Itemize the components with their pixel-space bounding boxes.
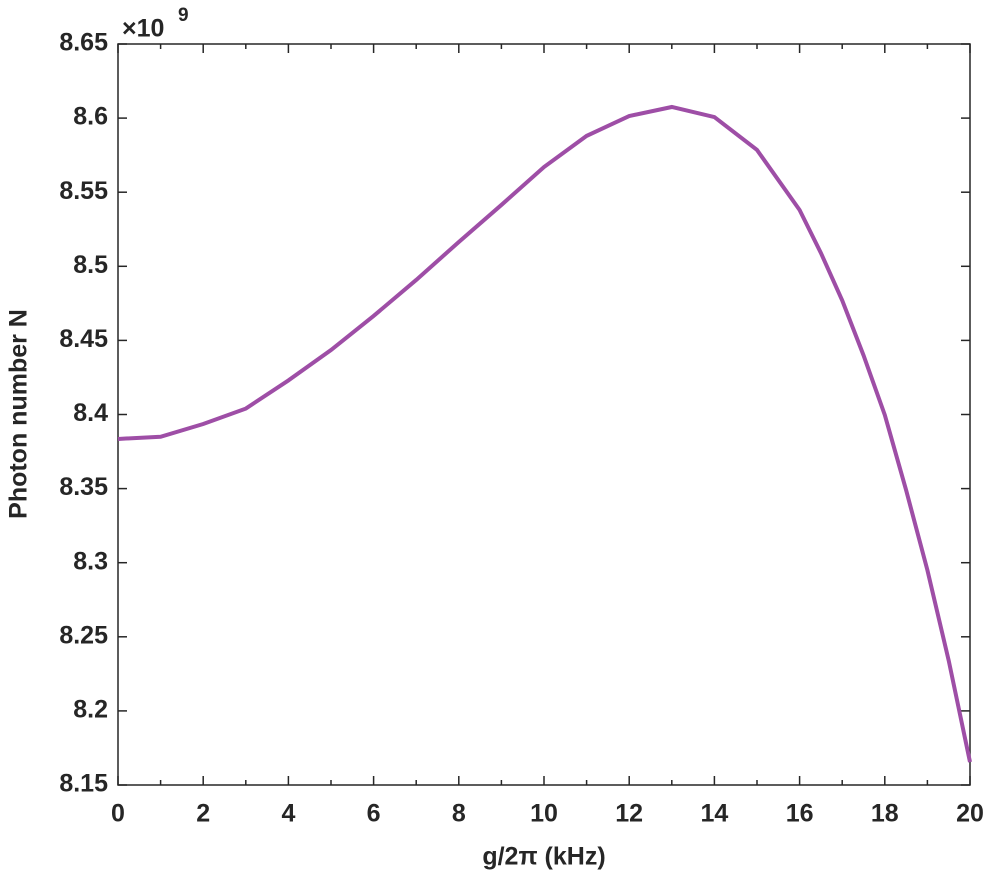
x-tick-label: 0 xyxy=(111,800,125,828)
x-tick-label: 2 xyxy=(196,800,210,828)
y-tick-label: 8.6 xyxy=(73,103,108,131)
plot-frame xyxy=(117,43,971,786)
x-tick-label: 18 xyxy=(871,800,899,828)
y-tick-label: 8.25 xyxy=(59,621,108,649)
x-tick-label: 6 xyxy=(367,800,381,828)
x-tick-label: 8 xyxy=(452,800,466,828)
y-axis-label: Photon number N xyxy=(5,309,33,519)
data-line xyxy=(117,104,972,763)
x-tick-label: 14 xyxy=(700,800,728,828)
y-tick-label: 8.2 xyxy=(73,696,108,724)
x-tick-label: 10 xyxy=(530,800,558,828)
y-tick-label: 8.45 xyxy=(59,325,108,353)
y-tick-label: 8.35 xyxy=(59,473,108,501)
y-tick-label: 8.55 xyxy=(59,177,108,205)
y-tick-label: 8.65 xyxy=(59,29,108,57)
y-multiplier-exponent: 9 xyxy=(178,5,189,26)
y-multiplier: ×10 xyxy=(122,15,164,43)
y-tick-label: 8.15 xyxy=(59,770,108,798)
y-tick-label: 8.3 xyxy=(73,547,108,575)
x-axis-label: g/2π (kHz) xyxy=(482,843,605,871)
x-tick-label: 12 xyxy=(615,800,643,828)
y-tick-label: 8.5 xyxy=(73,251,108,279)
x-tick-label: 20 xyxy=(956,800,984,828)
x-tick-label: 16 xyxy=(786,800,814,828)
y-tick-label: 8.4 xyxy=(73,399,108,427)
x-tick-label: 4 xyxy=(281,800,295,828)
